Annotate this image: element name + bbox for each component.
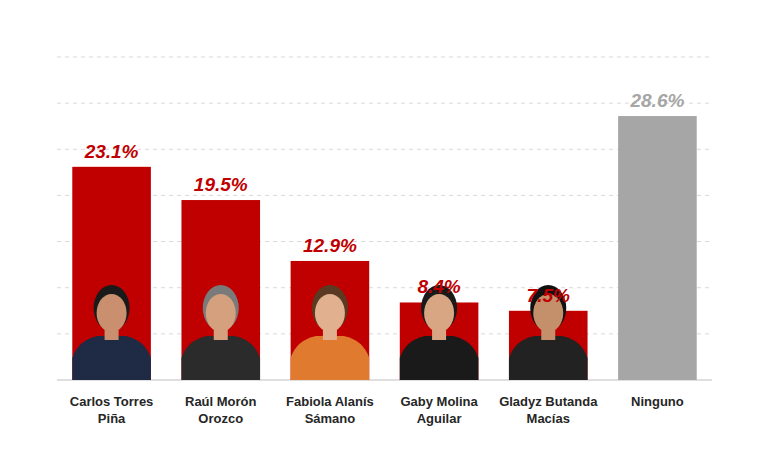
photo-shoulders [181, 336, 260, 380]
photo-shoulders [72, 336, 151, 380]
photos [72, 285, 587, 380]
x-tick-label-line: Fabiola Alanís [286, 394, 374, 409]
bar [72, 167, 151, 380]
photo-hair [312, 285, 348, 331]
x-tick-label-line: Gaby Molina [400, 394, 478, 409]
photo-face [424, 294, 454, 332]
grid-line [57, 195, 712, 196]
x-tick-label-line: Carlos Torres [70, 394, 154, 409]
x-tick-label-line: Gladyz Butanda [499, 394, 598, 409]
bars [72, 116, 696, 380]
x-tick-label-line: Orozco [198, 411, 243, 426]
x-tick-label: Gaby Molina Aguilar [400, 394, 478, 426]
data-label: 8.4% [417, 276, 460, 297]
photo-face [97, 294, 127, 332]
candidate-photo [291, 285, 370, 380]
data-label: 12.9% [303, 235, 357, 256]
grid-line [57, 103, 712, 104]
candidate-photo [400, 285, 479, 380]
candidate-photo [509, 285, 588, 380]
data-label: 7.5% [527, 285, 570, 306]
x-tick-labels: Carlos Torres Piña Raúl Morón Orozco Fabiola… [70, 394, 684, 426]
grid [57, 57, 712, 380]
data-labels: 23.1% 19.5% 12.9% 8.4% 7.5% 28.6% [84, 90, 685, 306]
candidate-photo [72, 285, 151, 380]
photo-shoulders [400, 336, 479, 380]
grid-line [57, 287, 712, 288]
data-label: 19.5% [194, 174, 248, 195]
photo-face [206, 294, 236, 332]
grid-line [57, 57, 712, 58]
bar [291, 261, 370, 380]
photo-hair [203, 285, 239, 331]
x-tick-label-line: Piña [98, 411, 126, 426]
data-label: 23.1% [84, 141, 139, 162]
chart-container: 23.1% 19.5% 12.9% 8.4% 7.5% 28.6% Carlos Torre… [0, 0, 770, 470]
photo-shoulders [291, 336, 370, 380]
x-tick-label: Ninguno [631, 394, 684, 409]
grid-line [57, 333, 712, 334]
photo-shoulders [509, 336, 588, 380]
x-tick-label: Carlos Torres Piña [70, 394, 154, 426]
photo-face [315, 294, 345, 332]
bar [618, 116, 697, 380]
chart-svg: 23.1% 19.5% 12.9% 8.4% 7.5% 28.6% Carlos Torre… [0, 0, 770, 470]
x-tick-label: Raúl Morón Orozco [185, 394, 257, 426]
x-tick-label-line: Ninguno [631, 394, 684, 409]
bar [181, 200, 260, 380]
x-tick-label-line: Sámano [305, 411, 356, 426]
candidate-photo [181, 285, 260, 380]
x-tick-label: Gladyz Butanda Macías [499, 394, 598, 426]
x-tick-label: Fabiola Alanís Sámano [286, 394, 374, 426]
x-tick-label-line: Raúl Morón [185, 394, 257, 409]
data-label: 28.6% [629, 90, 684, 111]
grid-line [57, 241, 712, 242]
x-tick-label-line: Macías [527, 411, 570, 426]
axis-baseline [57, 380, 712, 381]
x-tick-label-line: Aguilar [417, 411, 462, 426]
photo-hair [94, 285, 130, 331]
grid-line [57, 149, 712, 150]
